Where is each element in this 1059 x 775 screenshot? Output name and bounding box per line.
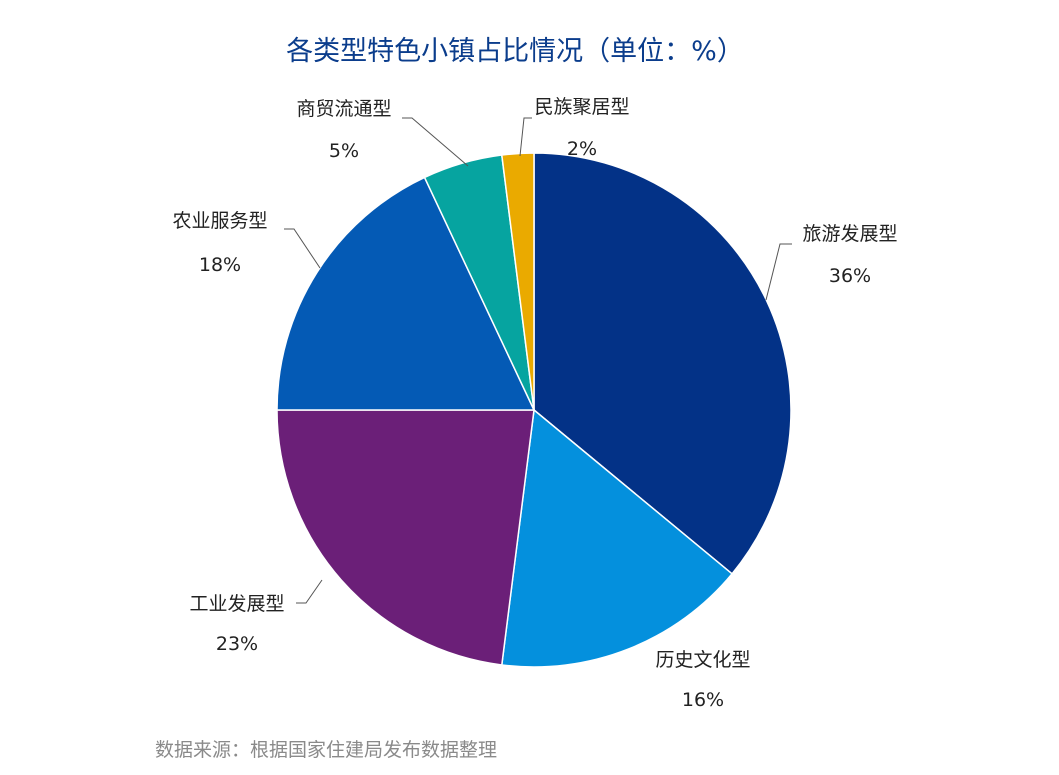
slice-value-label: 2% [567,138,597,160]
slice-label: 商贸流通型 [296,98,391,120]
pie-slice [276,409,535,666]
data-source-note: 数据来源：根据国家住建局发布数据整理 [155,739,497,761]
slice-value-label: 23% [216,633,258,655]
leader-lines [284,117,792,604]
pie-slice [533,152,792,575]
pie-slices [276,152,792,668]
slice-label: 民族聚居型 [534,96,629,118]
slice-value-label: 18% [199,254,241,276]
chart-title: 各类型特色小镇占比情况（单位：%） [286,36,744,67]
slice-label: 旅游发展型 [802,223,897,245]
slice-value-label: 5% [329,140,359,162]
slice-label: 农业服务型 [172,210,267,232]
pie-slice [500,152,535,411]
pie-slice [276,176,536,411]
slice-value-label: 16% [682,689,724,711]
leader-line [402,117,469,167]
pie-slice [500,408,734,668]
leader-line [296,579,323,604]
slice-label: 历史文化型 [655,649,750,671]
slice-value-label: 36% [829,265,871,287]
leader-line [519,117,532,157]
leader-line [284,228,321,269]
slice-label: 工业发展型 [189,593,284,615]
leader-line [765,243,792,301]
slice-labels: 旅游发展型 36% 历史文化型 16% 工业发展型 23% 农业服务型 18% 商贸流通型 5% 民… [172,96,897,711]
